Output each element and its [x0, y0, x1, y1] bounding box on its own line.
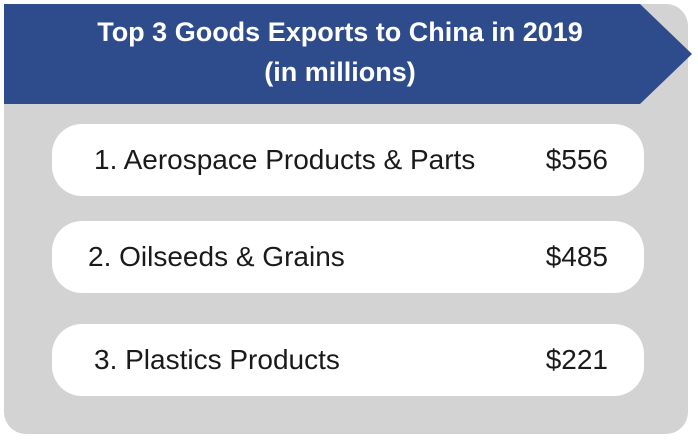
banner-arrow-shape [4, 4, 692, 104]
item-value: $485 [545, 241, 608, 272]
header-title: Top 3 Goods Exports to China in 2019 (in… [20, 12, 660, 92]
item-label: 3. Plastics Products [94, 344, 340, 375]
item-label: 2. Oilseeds & Grains [88, 241, 345, 272]
header-banner: Top 3 Goods Exports to China in 2019 (in… [0, 0, 698, 104]
header-title-line1: Top 3 Goods Exports to China in 2019 [97, 17, 583, 47]
item-value: $556 [545, 144, 608, 175]
item-value: $221 [545, 344, 608, 375]
list-item: 1. Aerospace Products & Parts $556 [52, 124, 644, 196]
list-item: 2. Oilseeds & Grains $485 [52, 221, 644, 293]
item-label: 1. Aerospace Products & Parts [94, 144, 476, 175]
header-title-line2: (in millions) [264, 57, 416, 87]
list-item: 3. Plastics Products $221 [52, 324, 644, 396]
